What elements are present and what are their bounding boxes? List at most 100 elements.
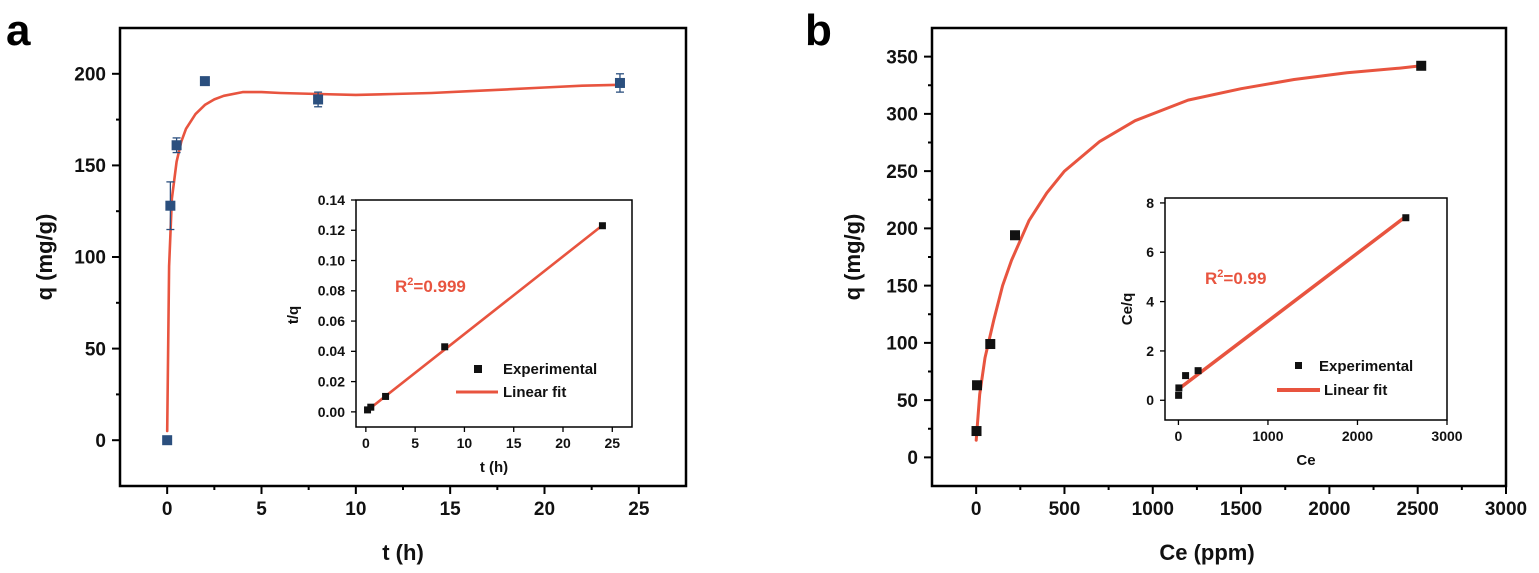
panel-b-y-tick-label: 0 bbox=[907, 448, 918, 469]
panel-b-x-tick-label: 3000 bbox=[1485, 499, 1527, 520]
panel-a-inset-point bbox=[598, 222, 606, 230]
panel-b-data-points bbox=[971, 60, 1427, 437]
panel-a-legend-experimental: Experimental bbox=[503, 361, 597, 378]
panel-a-y-tick-label: 0 bbox=[95, 431, 106, 452]
panel-a-x-tick-label: 15 bbox=[440, 499, 462, 520]
panel-b-inset-x-tick-label: 1000 bbox=[1252, 428, 1283, 444]
panel-b-x-tick-label: 1000 bbox=[1132, 499, 1174, 520]
panel-b-y-tick-label: 300 bbox=[886, 105, 918, 126]
panel-b-data-point bbox=[1416, 60, 1427, 71]
panel-b-inset-y-tick-label: 6 bbox=[1146, 244, 1154, 260]
panel-b-inset-y-tick-label: 4 bbox=[1146, 294, 1154, 310]
panel-a-inset-y-tick-label: 0.04 bbox=[318, 343, 345, 359]
panel-a-data-point bbox=[199, 76, 210, 87]
panel-b-x-axis: 0 500 1000 1500 2000 2500 3000 bbox=[971, 486, 1527, 520]
panel-a-x-axis-title: t (h) bbox=[382, 540, 424, 565]
panel-b-data-point bbox=[1010, 230, 1021, 241]
panel-a-inset-x-tick-label: 10 bbox=[457, 435, 473, 451]
panel-a-inset-y-tick-label: 0.02 bbox=[318, 374, 345, 390]
panel-b-inset-data-points bbox=[1175, 214, 1410, 399]
panel-b-y-tick-label: 200 bbox=[886, 219, 918, 240]
panel-a-data-point bbox=[313, 94, 324, 105]
panel-a-data-point bbox=[162, 435, 173, 446]
panel-a-inset-y-tick-label: 0.12 bbox=[318, 222, 345, 238]
panel-b-x-axis-title: Ce (ppm) bbox=[1159, 540, 1254, 565]
panel-a-y-tick-label: 200 bbox=[74, 64, 106, 85]
panel-b-legend-experimental: Experimental bbox=[1319, 358, 1413, 375]
panel-b-r-squared: R2=0.99 bbox=[1205, 268, 1266, 288]
panel-b-inset-x-tick-label: 0 bbox=[1175, 428, 1183, 444]
panel-a-inset-y-tick-label: 0.00 bbox=[318, 404, 345, 420]
panel-a-inset-x-tick-label: 25 bbox=[604, 435, 620, 451]
panel-b-chart: 0 500 1000 1500 2000 2500 3000 050100150200250… bbox=[840, 26, 1527, 565]
panel-b-y-tick-label: 100 bbox=[886, 334, 918, 355]
panel-a-inset-y-tick-label: 0.08 bbox=[318, 283, 345, 299]
panel-a-inset-x-tick-label: 5 bbox=[411, 435, 419, 451]
panel-a-inset-x-tick-label: 0 bbox=[362, 435, 370, 451]
panel-b-y-axis: 0 50 100 150 200 250 300 350 bbox=[886, 47, 932, 469]
panel-a-inset-y-tick-label: 0.06 bbox=[318, 313, 345, 329]
panel-a-inset-point bbox=[367, 403, 375, 411]
panel-a-inset-fit bbox=[364, 224, 604, 413]
panel-a-data-point bbox=[171, 140, 182, 151]
panel-b-inset-y-title: Ce/q bbox=[1119, 293, 1136, 326]
panel-b-inset-frame bbox=[1164, 197, 1448, 421]
panel-a-inset-chart: 0 5 10 15 20 25 0.000.020.040.060.080.100.120… bbox=[285, 192, 633, 476]
panel-b-inset-x-tick-label: 3000 bbox=[1431, 428, 1462, 444]
panel-b-x-tick-label: 0 bbox=[971, 499, 982, 520]
panel-a-r-squared: R2=0.999 bbox=[395, 276, 466, 296]
panel-b-inset-point bbox=[1182, 372, 1190, 380]
panel-b-y-tick-label: 150 bbox=[886, 276, 918, 297]
panel-b-inset-x-title: Ce bbox=[1296, 452, 1315, 469]
panel-b-inset-fit-line bbox=[1176, 214, 1408, 391]
panel-a-fit-curve bbox=[165, 83, 622, 433]
panel-a-inset-x-tick-label: 15 bbox=[506, 435, 522, 451]
panel-b-x-tick-label: 2000 bbox=[1308, 499, 1350, 520]
panel-b-inset-point bbox=[1402, 214, 1410, 222]
panel-a-inset-point bbox=[382, 392, 390, 400]
panel-b-inset-point bbox=[1175, 384, 1183, 392]
panel-a-inset-fit-line bbox=[364, 224, 604, 413]
panel-a-inset-data-points bbox=[364, 222, 606, 414]
panel-a-data-point bbox=[165, 200, 176, 211]
panel-label-a: a bbox=[6, 6, 31, 55]
panel-a-y-tick-label: 50 bbox=[85, 339, 106, 360]
panel-b-fit-curve bbox=[974, 64, 1423, 442]
panel-b-inset-y-tick-label: 8 bbox=[1146, 195, 1154, 211]
panel-a-y-tick-label: 150 bbox=[74, 156, 106, 177]
panel-b-inset-y-tick-label: 2 bbox=[1146, 343, 1154, 359]
panel-b-y-tick-label: 50 bbox=[897, 391, 918, 412]
panel-b-fit-line bbox=[974, 64, 1423, 442]
panel-b-x-tick-label: 2500 bbox=[1397, 499, 1439, 520]
panel-b-data-point bbox=[971, 426, 982, 437]
panel-b-inset-y-tick-label: 0 bbox=[1146, 392, 1154, 408]
panel-b-y-axis-title: q (mg/g) bbox=[840, 214, 865, 301]
panel-a-inset-point bbox=[441, 343, 449, 351]
panel-b-y-tick-label: 350 bbox=[886, 47, 918, 68]
panel-b-y-tick-label: 250 bbox=[886, 162, 918, 183]
panel-a-x-tick-label: 10 bbox=[345, 499, 366, 520]
panel-b-inset-point bbox=[1175, 391, 1183, 399]
panel-a-inset-y-title: t/q bbox=[285, 306, 302, 324]
panel-b-legend-marker bbox=[1295, 362, 1302, 369]
panel-b-inset-y-axis: 0 2 4 6 8 bbox=[1146, 195, 1165, 408]
panel-a-x-tick-label: 20 bbox=[534, 499, 555, 520]
panel-a-x-tick-label: 0 bbox=[162, 499, 173, 520]
panel-b-x-tick-label: 1500 bbox=[1220, 499, 1262, 520]
panel-b-inset-x-axis: 0 1000 2000 3000 bbox=[1175, 420, 1463, 444]
panel-a-data-points bbox=[162, 73, 625, 446]
panel-a-y-axis: 0 50 100 150 200 bbox=[74, 64, 120, 452]
panel-b-data-point bbox=[985, 339, 996, 350]
panel-b-data-point bbox=[972, 380, 983, 391]
panel-a-y-axis-title: q (mg/g) bbox=[32, 214, 57, 301]
panel-a-x-tick-label: 25 bbox=[628, 499, 650, 520]
panel-a-x-axis: 0 5 10 15 20 25 bbox=[162, 486, 650, 520]
panel-b-inset-chart: 0 1000 2000 3000 0 2 4 6 8 Ce Ce/q R2=0.99 Expe… bbox=[1119, 195, 1463, 469]
panel-a-inset-y-tick-label: 0.14 bbox=[318, 192, 345, 208]
panel-a-legend-marker bbox=[474, 365, 482, 373]
panel-a-fit-line bbox=[165, 83, 622, 433]
panel-b-inset-fit bbox=[1176, 214, 1408, 391]
panel-a-y-tick-label: 100 bbox=[74, 248, 106, 269]
